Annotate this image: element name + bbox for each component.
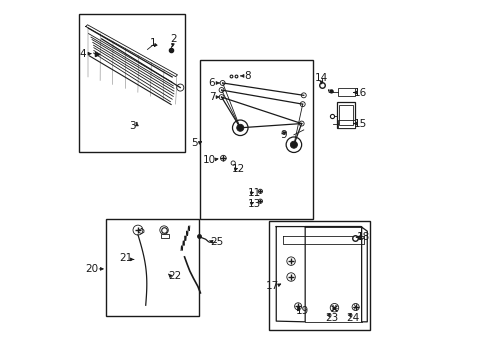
Text: 22: 22 bbox=[168, 271, 181, 281]
Text: 19: 19 bbox=[295, 306, 309, 316]
Circle shape bbox=[236, 124, 244, 131]
Text: 23: 23 bbox=[325, 313, 338, 323]
Bar bbox=[106, 219, 198, 316]
Bar bbox=[337, 88, 354, 96]
Text: 7: 7 bbox=[208, 92, 215, 102]
Text: 8: 8 bbox=[244, 71, 251, 81]
Text: 15: 15 bbox=[354, 118, 367, 129]
Bar bbox=[337, 120, 354, 128]
Text: 9: 9 bbox=[280, 130, 286, 140]
Text: 12: 12 bbox=[231, 165, 244, 174]
Text: 1: 1 bbox=[149, 38, 156, 48]
Bar bbox=[338, 105, 352, 125]
Text: 24: 24 bbox=[346, 313, 359, 323]
Text: 16: 16 bbox=[354, 87, 367, 98]
Text: 11: 11 bbox=[247, 188, 260, 198]
Text: 2: 2 bbox=[170, 34, 177, 44]
Text: 10: 10 bbox=[202, 154, 215, 165]
Text: 25: 25 bbox=[210, 237, 223, 247]
Bar bbox=[336, 102, 355, 128]
Bar bbox=[269, 221, 369, 330]
Text: 5: 5 bbox=[191, 138, 197, 148]
Text: 3: 3 bbox=[129, 121, 135, 131]
Bar bbox=[79, 14, 184, 152]
Text: 20: 20 bbox=[85, 264, 99, 274]
Text: 18: 18 bbox=[356, 232, 369, 242]
Text: 17: 17 bbox=[265, 281, 279, 291]
Bar bbox=[161, 234, 168, 238]
Text: 6: 6 bbox=[208, 78, 215, 88]
Text: 14: 14 bbox=[314, 73, 327, 83]
Text: 21: 21 bbox=[120, 253, 133, 263]
Text: 4: 4 bbox=[80, 49, 86, 59]
Bar bbox=[200, 60, 313, 219]
Circle shape bbox=[290, 141, 297, 148]
Polygon shape bbox=[276, 226, 366, 322]
Text: 13: 13 bbox=[247, 199, 260, 209]
